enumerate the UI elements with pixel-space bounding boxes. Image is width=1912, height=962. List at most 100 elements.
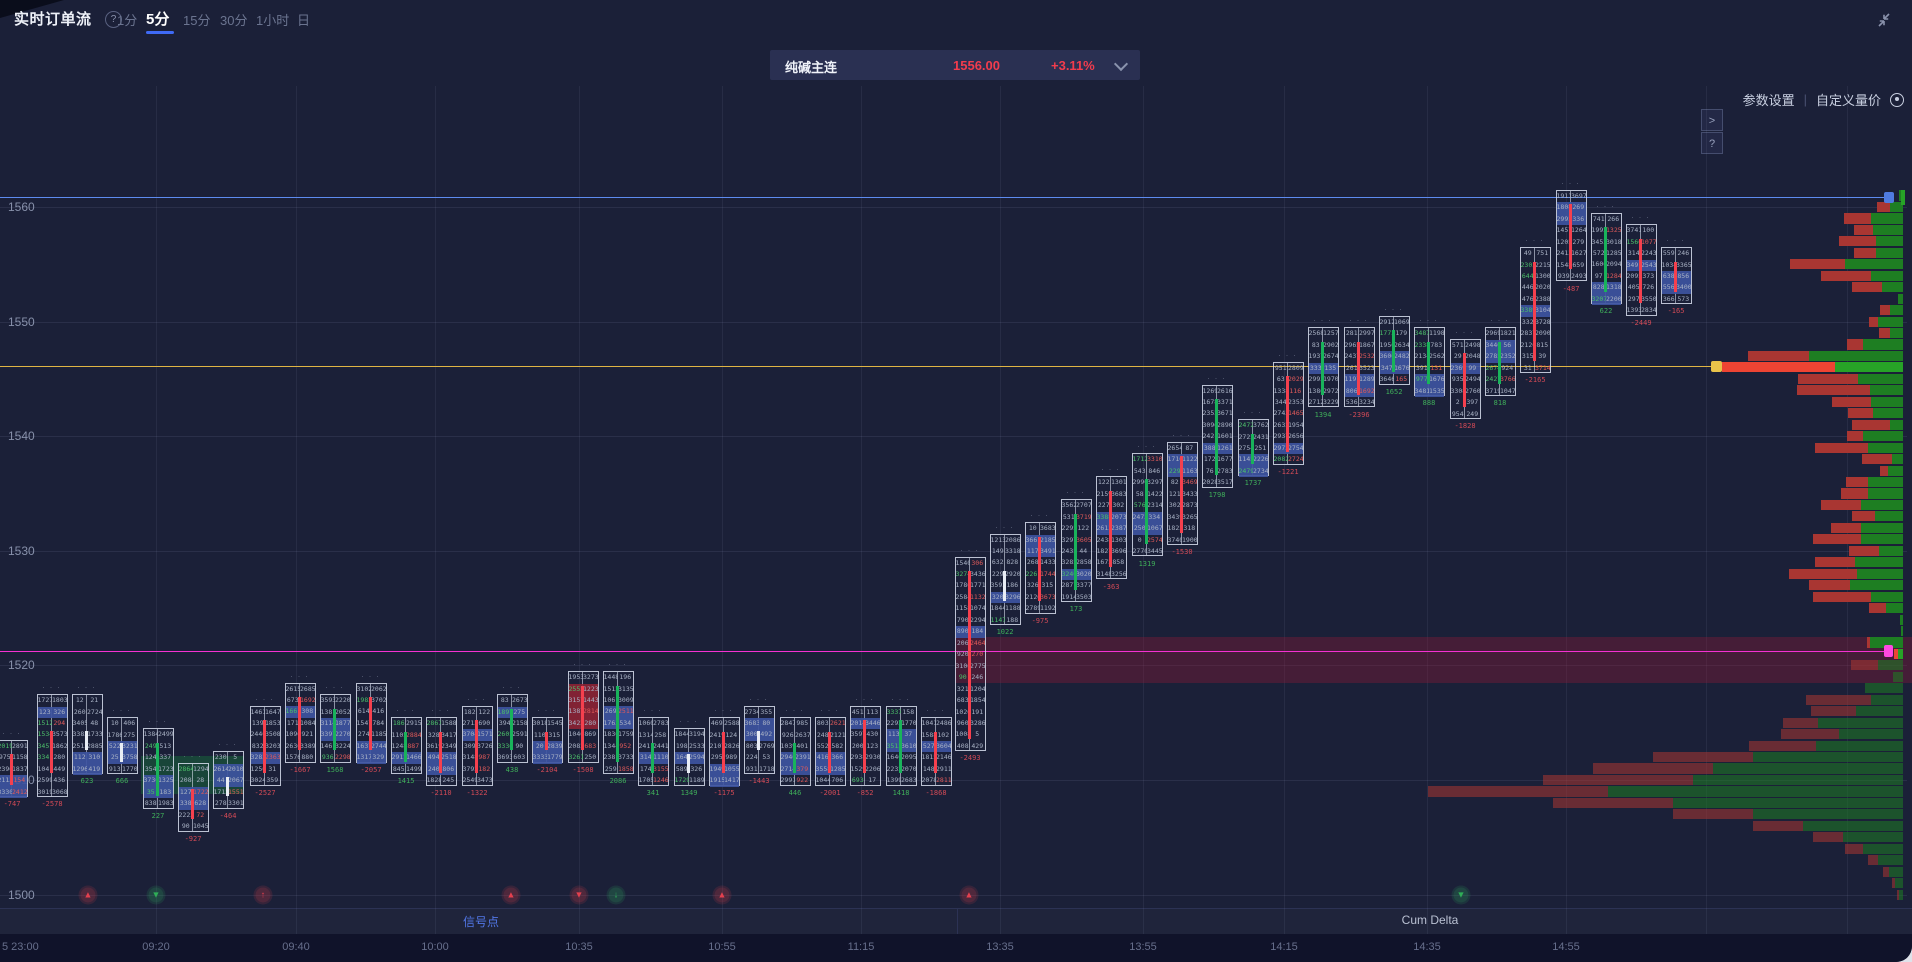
bid-volume-cell: 12: [75, 696, 84, 704]
candle-delta-label: 1737: [1244, 479, 1262, 488]
tab-1分[interactable]: 1分: [117, 13, 138, 28]
ask-volume-cell: 3491: [1040, 546, 1055, 555]
candle-delta-label: -2493: [959, 754, 981, 763]
ask-volume-cell: 3389: [300, 741, 315, 750]
poc-row: [1238, 465, 1268, 478]
ask-volume-cell: 2353: [1288, 398, 1303, 407]
candle-annotation-dots: · · ·: [42, 685, 62, 691]
candle-annotation-dots: · · ·: [396, 708, 416, 714]
bid-volume-cell: 3646: [1379, 375, 1395, 384]
ask-volume-cell: 122: [478, 707, 491, 716]
ask-volume-cell: 258: [654, 730, 667, 739]
time-label: 14:35: [1413, 941, 1441, 953]
ask-volume-cell: 2594: [689, 753, 704, 762]
candle-delta-label: -852: [856, 788, 874, 797]
custom-volume-price-link[interactable]: 自定义量价: [1815, 93, 1881, 108]
bid-volume-cell: 2770: [1132, 547, 1148, 556]
tab-5分[interactable]: 5分: [146, 11, 170, 28]
ask-volume-cell: 1289: [1359, 375, 1374, 384]
bid-volume-cell: 2303: [1520, 260, 1536, 269]
candle-annotation-dots: · · ·: [290, 673, 310, 680]
bid-volume-cell: 261: [1345, 363, 1358, 372]
help-icon[interactable]: ?: [105, 11, 122, 28]
bid-volume-cell: 1026: [955, 707, 971, 716]
ask-volume-cell: 1158: [12, 753, 27, 762]
bid-volume-cell: 2473: [1132, 512, 1148, 521]
profile-bar-buy: [1882, 282, 1903, 293]
profile-bar-buy: [1893, 671, 1903, 682]
tab-30分[interactable]: 30分: [220, 13, 248, 28]
tab-1小时[interactable]: 1小时: [256, 13, 290, 28]
candle-body: [332, 708, 336, 751]
ask-volume-cell: 828: [1006, 558, 1019, 567]
profile-bar-sell: [1867, 637, 1870, 648]
bid-volume-cell: 536: [1345, 398, 1358, 407]
bid-volume-cell: 2381: [603, 753, 619, 762]
ask-volume-cell: 2972: [1323, 386, 1338, 395]
footprint-candle: 1911 3697 1808 269 2992 336 1457 1264 1205 279 241…: [1555, 189, 1587, 282]
candle-body: [1250, 433, 1254, 464]
footprint-candle: 2867 1588 328 3417 3619 2349 494 2518 240 806 1828…: [425, 717, 457, 786]
bid-volume-cell: 913: [108, 764, 121, 773]
ask-volume-cell: 1718: [759, 764, 774, 773]
panel-help-button[interactable]: ?: [1701, 132, 1723, 154]
bid-volume-cell: 1815: [921, 753, 937, 762]
footprint-candle: 182 122 2713 690 3704 1571 309 3726 3148 987 3792 1…: [461, 705, 493, 786]
footprint-candle: 571 2498 29 2048 2369 99 935 2494 3308 2760 2 397 95…: [1449, 338, 1481, 419]
bid-volume-cell: 2785: [1485, 352, 1501, 361]
profile-bar-sell: [1653, 752, 1753, 763]
ask-volume-cell: 2220: [335, 696, 350, 704]
collapse-icon[interactable]: [1874, 9, 1896, 31]
bid-volume-cell: 1399: [886, 776, 902, 785]
tab-日[interactable]: 日: [297, 13, 311, 28]
profile-bar-buy: [1865, 683, 1903, 694]
bid-volume-cell: 29: [1453, 352, 1462, 361]
profile-bar-buy: [1855, 557, 1903, 568]
bid-volume-cell: 1387: [568, 707, 584, 716]
ask-volume-cell: 366: [831, 753, 844, 762]
signal-points-label[interactable]: 信号点: [462, 915, 500, 929]
bid-volume-cell: 2613: [1096, 524, 1112, 533]
ask-volume-cell: 2783: [653, 719, 668, 727]
expand-panel-button[interactable]: >: [1701, 109, 1723, 131]
cum-delta-label[interactable]: Cum Delta: [1401, 913, 1459, 927]
bid-volume-cell: 3562: [1061, 501, 1077, 510]
bid-volume-cell: 3397: [320, 730, 336, 739]
ask-volume-cell: 3473: [477, 776, 492, 785]
candle-annotation-dots: · · ·: [502, 685, 522, 691]
ask-volume-cell: 3503: [1076, 592, 1091, 601]
time-label: 13:55: [1129, 941, 1157, 953]
profile-bar-buy: [1901, 625, 1903, 637]
candle-annotation-dots: · · ·: [679, 719, 699, 726]
ask-volume-cell: 1284: [1606, 271, 1621, 280]
bid-volume-cell: 1992: [1591, 226, 1607, 235]
bid-volume-cell: 338: [179, 799, 192, 808]
ask-volume-cell: 306: [971, 558, 984, 567]
candle-body: [721, 731, 725, 774]
ask-volume-cell: 318: [1183, 524, 1196, 533]
ask-volume-cell: 3605: [1076, 535, 1091, 544]
ask-volume-cell: 1954: [1288, 420, 1303, 429]
bid-volume-cell: 164: [675, 753, 688, 762]
bid-volume-cell: 269: [604, 707, 617, 716]
poc-row: [1414, 385, 1444, 398]
target-circle-icon[interactable]: [1890, 92, 1904, 107]
candle-body: [1320, 341, 1324, 396]
bid-volume-cell: 2113: [0, 776, 12, 785]
bid-volume-cell: 2419: [709, 730, 725, 739]
bid-volume-cell: 3024: [250, 776, 266, 785]
instrument-selector[interactable]: 纯碱主连 1556.00 +3.11%: [770, 50, 1140, 80]
params-settings-link[interactable]: 参数设置: [1742, 93, 1795, 108]
tab-15分[interactable]: 15分: [183, 13, 211, 28]
profile-bar-buy: [1845, 259, 1903, 270]
bid-volume-cell: 3337: [886, 707, 902, 716]
ask-volume-cell: 2814: [583, 707, 598, 716]
ask-volume-cell: 726: [1642, 283, 1655, 292]
ask-volume-cell: 1771: [970, 581, 985, 590]
candle-body: [1603, 227, 1607, 292]
ask-volume-cell: 2215: [1535, 260, 1550, 269]
bid-volume-cell: 3283: [250, 753, 266, 762]
bid-volume-cell: 2413: [1556, 249, 1572, 258]
ask-volume-cell: 3766: [1500, 375, 1515, 384]
ask-volume-cell: 534: [619, 718, 632, 727]
